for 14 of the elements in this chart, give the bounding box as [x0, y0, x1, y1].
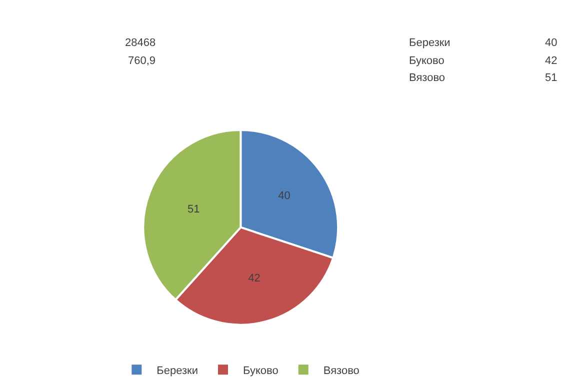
text: Березки: [409, 37, 450, 49]
text: 40: [545, 37, 558, 49]
data-label: 42: [248, 272, 260, 285]
text: 28468: [125, 37, 156, 49]
text: Вязово: [409, 72, 446, 84]
legend-label: Вязово: [323, 364, 360, 377]
text: Буково: [409, 55, 444, 67]
text: 760,9: [128, 55, 156, 67]
text: 42: [545, 55, 558, 67]
text: 51: [545, 72, 558, 84]
legend-label: Березки: [156, 364, 198, 377]
data-label: 51: [188, 203, 200, 216]
data-label: 40: [278, 190, 290, 202]
legend-label: Буково: [243, 364, 278, 377]
